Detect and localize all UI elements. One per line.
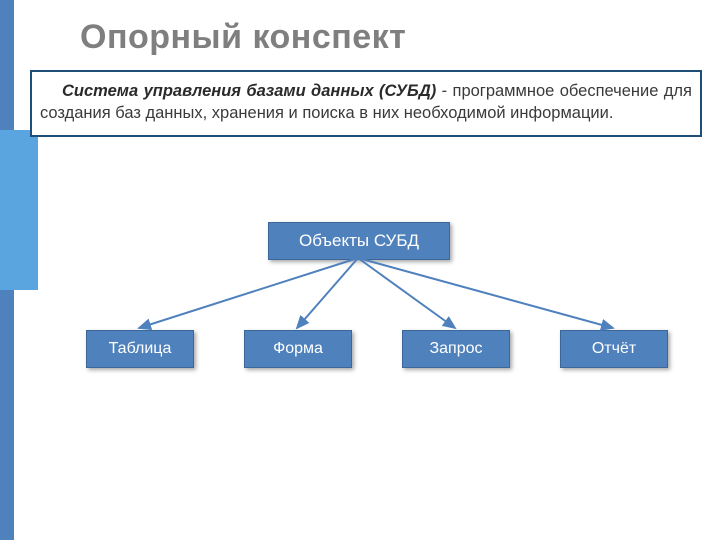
node-child-1: Форма [244,330,352,368]
node-child-0: Таблица [86,330,194,368]
left-accent [0,130,38,290]
definition-box: Система управления базами данных (СУБД) … [30,70,702,137]
page-title: Опорный конспект [80,18,406,57]
definition-lead: Система управления базами данных (СУБД) [40,82,436,100]
node-child-3: Отчёт [560,330,668,368]
node-child-2: Запрос [402,330,510,368]
node-root: Объекты СУБД [268,222,450,260]
definition-text: Система управления базами данных (СУБД) … [40,80,692,125]
